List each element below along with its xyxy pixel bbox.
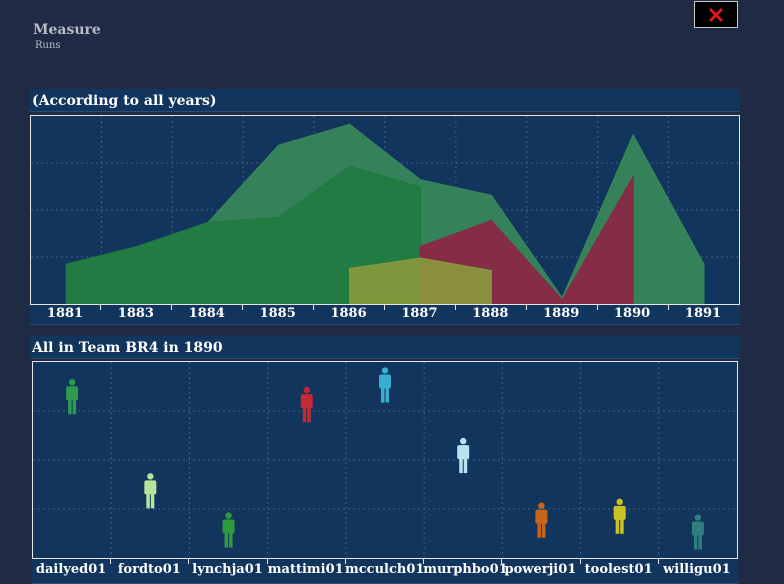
area-x-tick-label: 1889 [543, 306, 580, 321]
area-chart [30, 115, 740, 305]
person-icon [379, 367, 391, 403]
area-x-tick [171, 305, 173, 310]
area-x-tick [454, 305, 456, 310]
player-x-tick [579, 559, 581, 564]
player-x-axis: dailyed01 fordto01 lynchja01 mattimi01 mccul… [32, 559, 738, 584]
close-button[interactable] [694, 1, 738, 28]
area-x-axis: 1881 1883 1884 1885 1886 1887 1888 1889 1890 1891 [30, 305, 740, 325]
player-chart-title: All in Team BR4 in 1890 [30, 336, 740, 359]
player-chart [32, 361, 738, 559]
player-x-tick-label: toolest01 [584, 562, 653, 577]
person-icon [144, 473, 157, 509]
area-x-tick [100, 305, 102, 310]
player-x-tick-label: fordto01 [117, 562, 181, 577]
area-x-tick [242, 305, 244, 310]
person-icon [613, 498, 626, 534]
area-x-tick-label: 1887 [401, 306, 438, 321]
area-x-tick-label: 1890 [614, 306, 651, 321]
area-series-3 [349, 257, 492, 304]
player-x-tick-label: powerji01 [504, 562, 577, 577]
player-x-tick [188, 559, 190, 564]
person-icon [535, 502, 548, 538]
measure-subtitle: Runs [35, 40, 61, 51]
player-x-tick [110, 559, 112, 564]
measure-title: Measure [33, 22, 101, 38]
area-x-tick-label: 1883 [117, 306, 154, 321]
close-icon [709, 7, 723, 22]
player-x-tick-label: murphbo01 [423, 562, 508, 577]
player-x-tick-label: willigu01 [663, 562, 731, 577]
person-icon [457, 437, 470, 474]
area-x-tick [313, 305, 315, 310]
area-x-tick-label: 1884 [188, 306, 225, 321]
area-chart-title: (According to all years) [30, 89, 740, 112]
player-x-tick-label: mcculch01 [345, 562, 425, 577]
area-x-tick-label: 1888 [472, 306, 509, 321]
player-x-tick [657, 559, 659, 564]
area-x-tick-label: 1886 [330, 306, 367, 321]
person-icon [300, 386, 313, 423]
person-icon [66, 379, 79, 415]
player-x-tick [344, 559, 346, 564]
player-x-tick [423, 559, 425, 564]
area-x-tick [667, 305, 669, 310]
player-x-tick-label: mattimi01 [267, 562, 344, 577]
area-x-tick [384, 305, 385, 310]
area-x-tick [525, 305, 527, 310]
area-x-tick-label: 1891 [684, 306, 722, 321]
person-icon [222, 512, 235, 548]
player-x-tick-label: lynchja01 [192, 562, 263, 577]
player-x-tick [266, 559, 268, 564]
area-x-tick-label: 1885 [259, 306, 296, 321]
player-x-tick [501, 559, 503, 564]
area-x-tick [596, 305, 598, 310]
person-icon [691, 514, 704, 550]
area-x-tick-label: 1881 [46, 306, 84, 321]
player-x-tick-label: dailyed01 [35, 562, 107, 577]
